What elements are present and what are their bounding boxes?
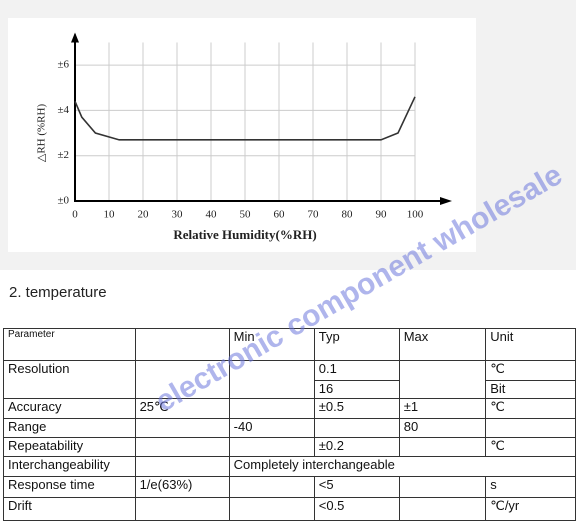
table-cell: Unit [485, 328, 576, 361]
table-cell: Parameter [3, 328, 136, 361]
table-cell: Range [3, 418, 136, 438]
data-line [74, 96, 416, 141]
table-cell [398, 437, 487, 457]
table-cell [398, 380, 487, 399]
table-row: Accuracy 25℃ ±0.5 ±1 ℃ [3, 398, 576, 419]
table-cell: ℃ [485, 437, 576, 457]
y-tick-label: ±6 [57, 59, 69, 71]
x-tick-label: 80 [342, 209, 354, 221]
table-cell: ±0.2 [313, 437, 400, 457]
table-cell: -40 [228, 418, 315, 438]
table-cell: 25℃ [134, 398, 230, 419]
table-cell: Accuracy [3, 398, 136, 419]
table-cell [228, 380, 315, 399]
table-cell: <5 [313, 476, 400, 498]
table-cell: Response time [3, 476, 136, 498]
table-row: Resolution 0.1 ℃ [3, 360, 576, 381]
table-cell [134, 418, 230, 438]
chart: △RH (%RH) Relative Humidity(%RH) ±0 ±2 ±4 ±… [0, 0, 576, 270]
table-cell: <0.5 [313, 497, 400, 521]
table-cell: Min [228, 328, 315, 361]
table-cell [134, 328, 230, 361]
x-arrow [440, 197, 452, 205]
table-row: Parameter Min Typ Max Unit [3, 328, 576, 361]
table-cell [398, 476, 487, 498]
table-cell: ±0.5 [313, 398, 400, 419]
table-cell: Completely interchangeable [228, 456, 576, 477]
table-cell: ±1 [398, 398, 487, 419]
x-tick-label: 60 [274, 209, 286, 221]
y-tick-label: ±0 [57, 195, 69, 207]
table-cell: Repeatability [3, 437, 136, 457]
table-row: 16 Bit [3, 380, 576, 399]
table-cell: Max [398, 328, 487, 361]
table-cell [134, 497, 230, 521]
table-cell: Resolution [3, 360, 136, 381]
x-tick-label: 0 [72, 209, 78, 221]
plot-panel [8, 18, 476, 252]
table-cell [228, 497, 315, 521]
x-tick-label: 40 [206, 209, 218, 221]
table-cell [313, 418, 400, 438]
table-cell [228, 360, 315, 381]
table-cell: 16 [313, 380, 400, 399]
section-title: 2. temperature [9, 284, 107, 301]
table-cell: Interchangeability [3, 456, 136, 477]
table-cell [134, 456, 230, 477]
table-cell: 0.1 [313, 360, 400, 381]
y-tick-label: ±4 [57, 104, 69, 116]
table-cell: ℃ [485, 398, 576, 419]
table-row: Range -40 80 [3, 418, 576, 438]
x-tick-label: 50 [240, 209, 252, 221]
y-axis-label: △RH (%RH) [36, 104, 48, 163]
table-row: Repeatability ±0.2 ℃ [3, 437, 576, 457]
table-cell [485, 418, 576, 438]
table-cell [398, 497, 487, 521]
x-tick-label: 100 [407, 209, 424, 221]
table-cell: 1/e(63%) [134, 476, 230, 498]
table-cell: ℃ [485, 360, 576, 381]
x-tick-label: 30 [172, 209, 184, 221]
table-cell: 80 [398, 418, 487, 438]
x-tick-label: 70 [308, 209, 320, 221]
table-cell [228, 476, 315, 498]
x-tick-label: 10 [104, 209, 116, 221]
table-cell [228, 398, 315, 419]
table-cell: Bit [485, 380, 576, 399]
table-cell: s [485, 476, 576, 498]
axes [74, 34, 444, 202]
table-cell [3, 380, 136, 399]
table-row: Interchangeability Completely interchange… [3, 456, 576, 477]
y-arrow [71, 32, 79, 43]
x-tick-label: 90 [376, 209, 388, 221]
table-row: Response time 1/e(63%) <5 s [3, 476, 576, 498]
table-cell [134, 437, 230, 457]
table-cell: ℃/yr [485, 497, 576, 521]
table-cell: Typ [313, 328, 400, 361]
x-axis-label: Relative Humidity(%RH) [173, 227, 316, 242]
table-row: Drift <0.5 ℃/yr [3, 497, 576, 521]
table-cell [228, 437, 315, 457]
table-cell [398, 360, 487, 381]
x-tick-label: 20 [138, 209, 150, 221]
spec-table: Parameter Min Typ Max Unit Resolution 0.1 ℃ 16 Bi… [3, 328, 576, 521]
y-tick-label: ±2 [57, 149, 69, 161]
table-cell: Drift [3, 497, 136, 521]
